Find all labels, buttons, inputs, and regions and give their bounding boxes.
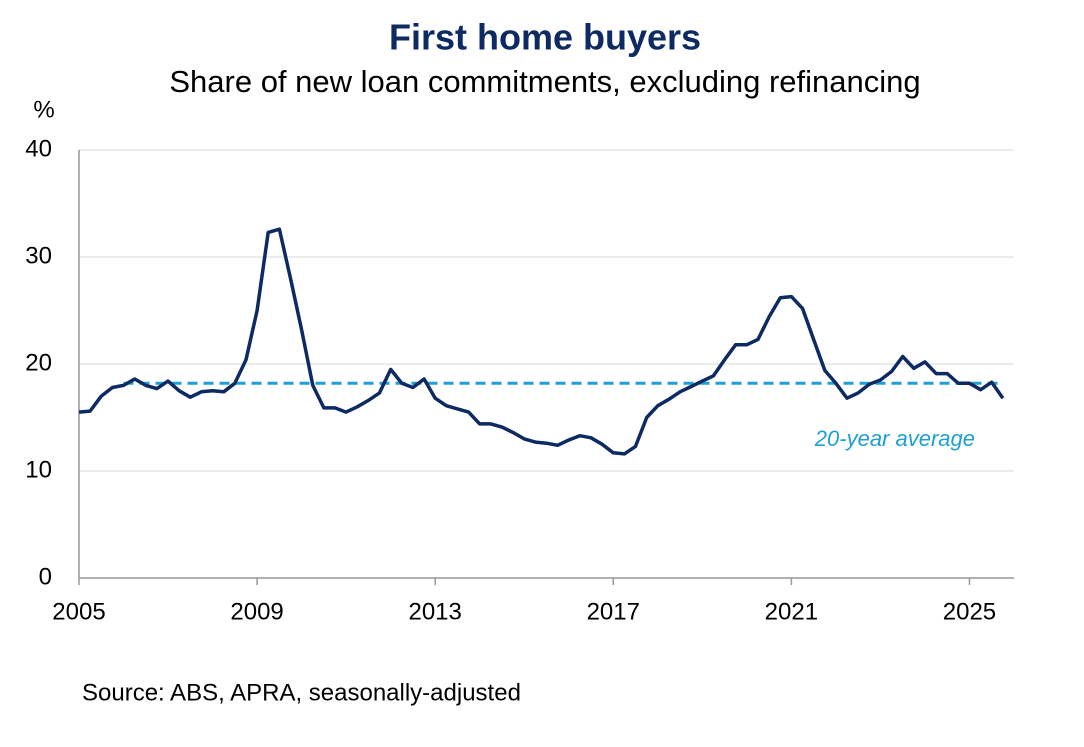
y-axis-label: % xyxy=(33,96,54,123)
average-annotation: 20-year average xyxy=(814,426,975,451)
y-tick-label: 0 xyxy=(39,563,52,590)
data-line xyxy=(78,227,1005,456)
x-tick-label: 2013 xyxy=(408,598,461,625)
x-tick-label: 2005 xyxy=(52,598,105,625)
x-tick-label: 2017 xyxy=(587,598,640,625)
x-tick-label: 2021 xyxy=(765,598,818,625)
y-tick-label: 10 xyxy=(25,456,52,483)
chart-subtitle: Share of new loan commitments, excluding… xyxy=(169,64,920,99)
chart-title: First home buyers xyxy=(389,17,701,58)
y-tick-label: 20 xyxy=(25,349,52,376)
y-tick-label: 40 xyxy=(25,135,52,162)
source-note: Source: ABS, APRA, seasonally-adjusted xyxy=(82,679,521,706)
y-tick-label: 30 xyxy=(25,242,52,269)
x-tick-label: 2009 xyxy=(230,598,283,625)
x-tick-label: 2025 xyxy=(943,598,996,625)
